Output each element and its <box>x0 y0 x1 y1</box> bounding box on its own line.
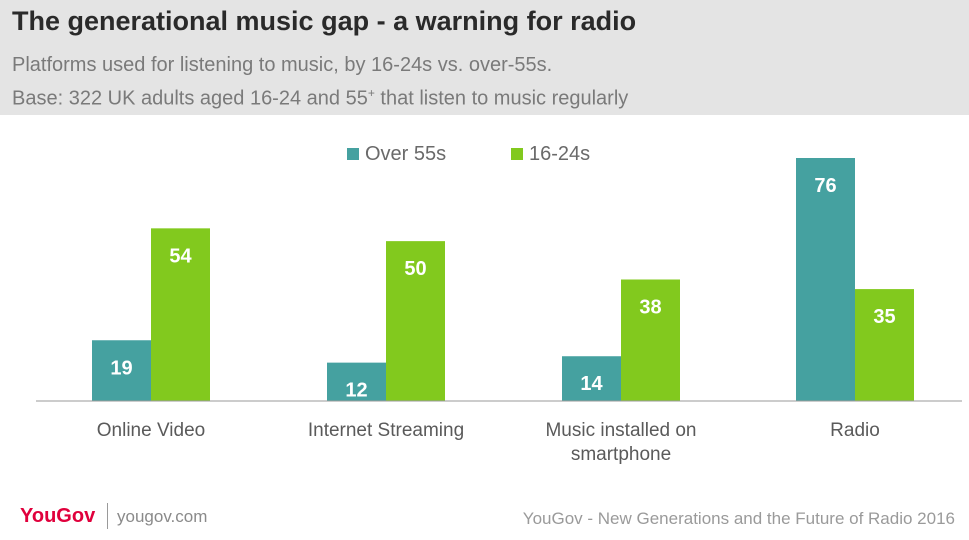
data-label: 54 <box>169 245 192 267</box>
base-note-prefix: Base: 322 UK adults aged 16-24 and 55 <box>12 87 368 110</box>
bar <box>562 356 621 401</box>
x-tick-label: Internet Streaming <box>308 420 464 441</box>
footer-source: YouGov - New Generations and the Future … <box>522 509 955 528</box>
data-label: 38 <box>639 297 661 319</box>
bar <box>327 362 386 401</box>
data-label: 76 <box>814 175 836 197</box>
base-note-suffix: that listen to music regularly <box>374 87 629 110</box>
bar <box>92 340 151 401</box>
data-label: 19 <box>110 357 132 379</box>
data-label: 12 <box>345 380 367 402</box>
bar <box>386 241 445 401</box>
yougov-logo: YouGov <box>20 505 96 527</box>
legend-swatch <box>511 148 523 160</box>
data-label: 50 <box>404 258 426 280</box>
bar <box>855 289 914 401</box>
footer-divider <box>107 503 108 529</box>
footer-url[interactable]: yougov.com <box>117 507 208 526</box>
header-band: The generational music gap - a warning f… <box>0 0 969 115</box>
base-note-sup: + <box>367 86 375 100</box>
data-label: 14 <box>580 373 603 395</box>
x-tick-label: Radio <box>830 420 880 441</box>
bar <box>796 158 855 401</box>
legend-swatch <box>347 148 359 160</box>
base-note: Base: 322 UK adults aged 16-24 and 55+ t… <box>12 80 628 112</box>
data-label: 35 <box>873 306 895 328</box>
x-tick-label: smartphone <box>571 444 671 465</box>
chart-title: The generational music gap - a warning f… <box>12 6 637 36</box>
x-tick-label: Music installed on <box>545 420 696 441</box>
legend-label: Over 55s <box>365 143 446 165</box>
legend-label: 16-24s <box>529 143 590 165</box>
chart-subtitle: Platforms used for listening to music, b… <box>12 54 553 76</box>
bar <box>621 279 680 401</box>
x-tick-label: Online Video <box>97 420 205 441</box>
bar <box>151 228 210 401</box>
bar-chart: Over 55s 16-24s 19 54 12 50 14 38 76 35 Online Vid… <box>36 143 962 465</box>
